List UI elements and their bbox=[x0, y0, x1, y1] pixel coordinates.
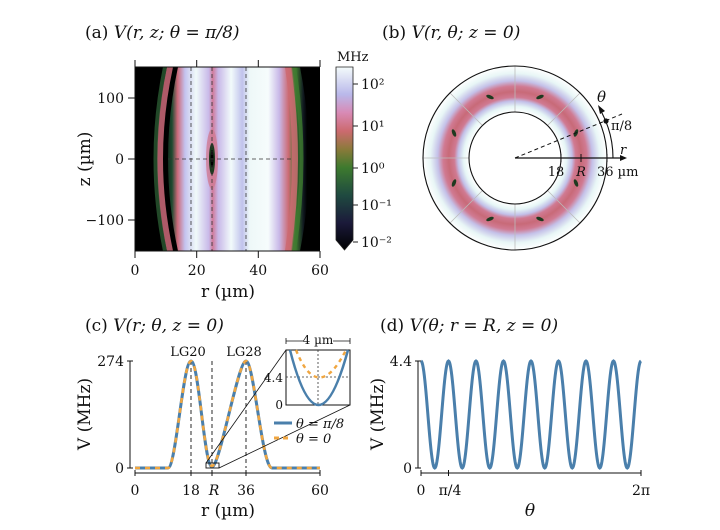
inset: 4 µm 4.4 0 bbox=[264, 333, 351, 412]
ylabel-d: V (MHz) bbox=[368, 378, 388, 451]
ytick-c-1: 0 bbox=[115, 461, 124, 477]
peak-label-0: LG20 bbox=[170, 345, 206, 360]
panel-b-title: (b) V(r, θ; z = 0) bbox=[382, 23, 520, 43]
xtick-d-1: π/4 bbox=[439, 483, 462, 499]
xtick-d-0: 0 bbox=[417, 483, 426, 499]
inset-width-label: 4 µm bbox=[303, 333, 334, 347]
panel-c: (c) V(r; θ, z = 0) bbox=[75, 316, 351, 521]
xtick-a-2: 40 bbox=[249, 263, 267, 279]
ytick-a-2: −100 bbox=[86, 213, 124, 229]
inset-ytick-0: 4.4 bbox=[264, 371, 283, 385]
colorbar-unit: MHz bbox=[337, 50, 369, 65]
cbar-tick-0: 10² bbox=[361, 77, 384, 93]
xtick-a-1: 20 bbox=[188, 263, 206, 279]
panel-d-title: (d) V(θ; r = R, z = 0) bbox=[380, 316, 558, 336]
legend-c: θ = π/8 θ = 0 bbox=[274, 417, 344, 447]
xtick-c-0: 0 bbox=[131, 483, 140, 499]
xtick-c-1: 18 bbox=[182, 483, 200, 499]
label-r-18: 18 bbox=[548, 165, 565, 180]
ytick-a-1: 0 bbox=[115, 152, 124, 168]
xtick-d-2: 2π bbox=[632, 483, 650, 499]
xtick-a-0: 0 bbox=[131, 263, 140, 279]
panel-b: (b) V(r, θ; z = 0) bbox=[382, 23, 638, 251]
colorbar: MHz 10² 10¹ 10⁰ 10⁻¹ 10⁻² bbox=[335, 50, 392, 251]
panel-c-title: (c) V(r; θ, z = 0) bbox=[85, 316, 224, 336]
xtick-a-3: 60 bbox=[311, 263, 329, 279]
ylabel-a: z (µm) bbox=[75, 132, 95, 187]
cbar-tick-1: 10¹ bbox=[361, 119, 384, 135]
label-theta-marker: π/8 bbox=[611, 119, 632, 134]
xtick-c-3: 36 bbox=[237, 483, 255, 499]
ytick-d-0: 4.4 bbox=[390, 354, 412, 370]
xlabel-d: θ bbox=[525, 501, 535, 521]
heatmap-a bbox=[135, 67, 320, 251]
ytick-a-0: 100 bbox=[97, 91, 124, 107]
cbar-tick-2: 10⁰ bbox=[361, 161, 385, 177]
panel-d: (d) V(θ; r = R, z = 0) 4.4 0 0 π/4 2π θ … bbox=[368, 316, 650, 521]
label-theta-axis: θ bbox=[597, 88, 606, 106]
inset-ytick-1: 0 bbox=[275, 398, 283, 412]
ylabel-c: V (MHz) bbox=[75, 378, 95, 451]
cbar-tick-4: 10⁻² bbox=[361, 235, 392, 251]
xlabel-a: r (µm) bbox=[201, 282, 255, 302]
xtick-c-2: R bbox=[208, 483, 220, 499]
peak-label-1: LG28 bbox=[226, 345, 262, 360]
axes-a bbox=[128, 60, 321, 258]
legend-item-0: θ = π/8 bbox=[296, 417, 344, 432]
curve-d bbox=[420, 359, 642, 470]
xlabel-c: r (µm) bbox=[201, 501, 255, 521]
xtick-c-4: 60 bbox=[311, 483, 329, 499]
ring-minima bbox=[451, 94, 579, 222]
panel-a: (a) V(r, z; θ = π/8) bbox=[75, 23, 392, 302]
label-r-36: 36 µm bbox=[597, 165, 638, 180]
label-r-axis: r bbox=[620, 143, 627, 158]
cbar-tick-3: 10⁻¹ bbox=[361, 198, 392, 214]
legend-item-1: θ = 0 bbox=[296, 432, 331, 447]
ytick-d-1: 0 bbox=[403, 461, 412, 477]
label-r-R: R bbox=[575, 165, 586, 180]
ytick-c-0: 274 bbox=[97, 354, 124, 370]
curve-theta-0 bbox=[135, 359, 320, 470]
panel-a-title: (a) V(r, z; θ = π/8) bbox=[85, 23, 240, 43]
